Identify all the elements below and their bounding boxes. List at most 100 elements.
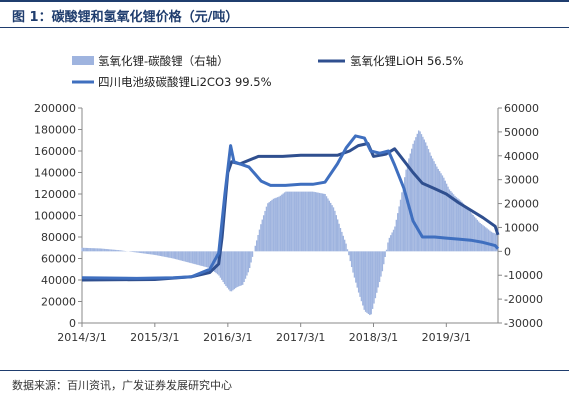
bar-lioh-minus-li2co3	[176, 251, 178, 260]
bar-lioh-minus-li2co3	[86, 247, 89, 252]
bar-lioh-minus-li2co3	[228, 251, 230, 290]
bar-lioh-minus-li2co3	[177, 251, 180, 260]
bar-lioh-minus-li2co3	[334, 210, 336, 252]
source-bar: 数据来源：百川资讯，广发证券发展研究中心	[0, 370, 569, 398]
bar-lioh-minus-li2co3	[413, 140, 416, 252]
bar-lioh-minus-li2co3	[345, 243, 347, 252]
right-tick-label: 20000	[504, 198, 539, 211]
bar-lioh-minus-li2co3	[349, 251, 351, 262]
bar-lioh-minus-li2co3	[437, 168, 439, 252]
bar-lioh-minus-li2co3	[113, 249, 115, 252]
right-tick-label: 30000	[504, 174, 539, 187]
bar-lioh-minus-li2co3	[423, 139, 425, 252]
bar-lioh-minus-li2co3	[85, 247, 87, 252]
bar-lioh-minus-li2co3	[258, 229, 261, 252]
bar-lioh-minus-li2co3	[398, 206, 400, 252]
bar-lioh-minus-li2co3	[95, 248, 97, 252]
bar-lioh-minus-li2co3	[290, 191, 293, 252]
bar-lioh-minus-li2co3	[275, 197, 277, 252]
bar-lioh-minus-li2co3	[82, 247, 85, 252]
bar-lioh-minus-li2co3	[279, 195, 282, 252]
bar-lioh-minus-li2co3	[392, 229, 395, 252]
bar-lioh-minus-li2co3	[244, 251, 247, 279]
bar-lioh-minus-li2co3	[355, 251, 357, 283]
left-tick-label: 160000	[34, 145, 76, 158]
bar-lioh-minus-li2co3	[162, 251, 164, 257]
bar-lioh-minus-li2co3	[380, 251, 382, 277]
bar-lioh-minus-li2co3	[464, 205, 466, 252]
bar-lioh-minus-li2co3	[487, 229, 490, 252]
bar-lioh-minus-li2co3	[250, 251, 252, 263]
bar-lioh-minus-li2co3	[204, 251, 206, 267]
bar-lioh-minus-li2co3	[409, 153, 412, 252]
bar-lioh-minus-li2co3	[272, 198, 275, 252]
bar-lioh-minus-li2co3	[138, 251, 141, 253]
bar-lioh-minus-li2co3	[286, 191, 289, 252]
bar-lioh-minus-li2co3	[137, 251, 139, 253]
bar-lioh-minus-li2co3	[364, 251, 367, 312]
bar-lioh-minus-li2co3	[363, 251, 365, 310]
bar-lioh-minus-li2co3	[357, 251, 360, 293]
left-tick-label: 120000	[34, 188, 76, 201]
bar-lioh-minus-li2co3	[362, 251, 364, 306]
right-tick-label: 0	[504, 245, 511, 258]
left-tick-label: 200000	[34, 102, 76, 115]
bar-lioh-minus-li2co3	[194, 251, 196, 265]
bar-lioh-minus-li2co3	[142, 251, 145, 254]
bar-lioh-minus-li2co3	[163, 251, 166, 257]
bar-lioh-minus-li2co3	[404, 177, 406, 252]
bar-lioh-minus-li2co3	[391, 232, 393, 252]
bar-lioh-minus-li2co3	[314, 192, 317, 252]
bar-lioh-minus-li2co3	[141, 251, 143, 254]
bar-lioh-minus-li2co3	[492, 232, 494, 252]
bar-lioh-minus-li2co3	[191, 251, 194, 264]
bar-lioh-minus-li2co3	[145, 251, 148, 254]
bar-lioh-minus-li2co3	[356, 251, 358, 288]
bar-lioh-minus-li2co3	[471, 213, 473, 252]
legend-label-li2co3: 四川电池级碳酸锂Li2CO3 99.5%	[98, 75, 272, 89]
chart-canvas: 0200004000060000800001000001200001400001…	[34, 54, 543, 344]
bar-lioh-minus-li2co3	[397, 213, 399, 252]
bar-lioh-minus-li2co3	[276, 197, 279, 252]
bar-lioh-minus-li2co3	[170, 251, 173, 259]
bar-lioh-minus-li2co3	[102, 248, 104, 252]
bar-lioh-minus-li2co3	[448, 189, 451, 252]
bar-lioh-minus-li2co3	[99, 248, 101, 252]
bar-lioh-minus-li2co3	[325, 196, 328, 252]
bar-lioh-minus-li2co3	[307, 191, 310, 252]
bar-lioh-minus-li2co3	[376, 251, 378, 293]
bar-lioh-minus-li2co3	[151, 251, 153, 255]
bar-lioh-minus-li2co3	[479, 222, 481, 252]
bar-lioh-minus-li2co3	[440, 173, 442, 252]
bar-lioh-minus-li2co3	[247, 251, 250, 273]
bar-lioh-minus-li2co3	[278, 196, 280, 252]
bar-lioh-minus-li2co3	[140, 251, 142, 254]
bar-lioh-minus-li2co3	[424, 142, 427, 252]
bar-lioh-minus-li2co3	[288, 191, 290, 252]
bar-lioh-minus-li2co3	[395, 219, 398, 252]
bar-lioh-minus-li2co3	[320, 193, 322, 252]
left-tick-label: 80000	[41, 231, 76, 244]
bar-lioh-minus-li2co3	[434, 163, 437, 252]
bar-lioh-minus-li2co3	[230, 251, 233, 292]
bar-lioh-minus-li2co3	[105, 248, 107, 252]
bar-lioh-minus-li2co3	[472, 215, 474, 252]
bar-lioh-minus-li2co3	[155, 251, 157, 256]
bar-lioh-minus-li2co3	[283, 192, 286, 252]
bar-lioh-minus-li2co3	[306, 191, 308, 252]
bar-lioh-minus-li2co3	[339, 228, 342, 252]
bar-lioh-minus-li2co3	[197, 251, 199, 265]
bar-lioh-minus-li2co3	[485, 227, 487, 252]
bar-lioh-minus-li2co3	[135, 251, 138, 253]
bar-lioh-minus-li2co3	[405, 169, 407, 252]
bar-lioh-minus-li2co3	[229, 251, 231, 292]
left-tick-label: 60000	[41, 253, 76, 266]
bar-lioh-minus-li2co3	[443, 177, 445, 252]
line-lioh	[81, 142, 500, 282]
bar-lioh-minus-li2co3	[174, 251, 177, 260]
bar-lioh-minus-li2co3	[207, 251, 209, 268]
bar-lioh-minus-li2co3	[384, 251, 386, 257]
left-tick-label: 180000	[34, 124, 76, 137]
bar-lioh-minus-li2co3	[338, 223, 340, 252]
bar-lioh-minus-li2co3	[483, 226, 486, 252]
